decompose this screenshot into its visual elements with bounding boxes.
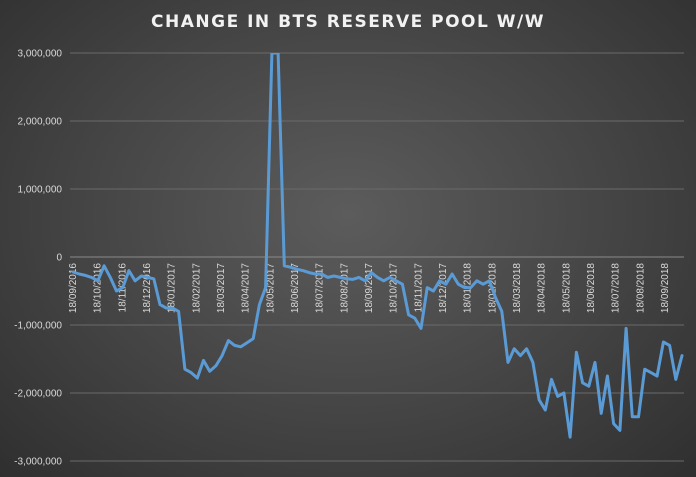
x-tick-label: 18/08/2018 bbox=[635, 263, 646, 313]
x-tick-label: 18/04/2017 bbox=[241, 263, 252, 313]
x-tick-label: 18/01/2017 bbox=[167, 263, 178, 313]
x-tick-label: 18/03/2017 bbox=[216, 263, 227, 313]
x-tick-label: 18/10/2017 bbox=[389, 263, 400, 313]
x-tick-label: 18/09/2017 bbox=[364, 263, 375, 313]
x-tick-label: 18/06/2018 bbox=[586, 263, 597, 313]
x-tick-label: 18/10/2016 bbox=[93, 263, 104, 313]
y-tick-label: 2,000,000 bbox=[18, 117, 63, 128]
y-tick-label: 0 bbox=[56, 253, 62, 264]
y-tick-label: -3,000,000 bbox=[14, 457, 62, 468]
x-tick-label: 18/08/2017 bbox=[339, 263, 350, 313]
x-tick-label: 18/11/2017 bbox=[413, 263, 424, 313]
x-tick-label: 18/12/2016 bbox=[142, 263, 153, 313]
x-tick-label: 18/07/2017 bbox=[315, 263, 326, 313]
x-tick-label: 18/06/2017 bbox=[290, 263, 301, 313]
y-tick-label: -2,000,000 bbox=[14, 389, 62, 400]
x-tick-label: 18/04/2018 bbox=[537, 263, 548, 313]
y-tick-label: 3,000,000 bbox=[18, 49, 63, 60]
x-tick-label: 18/09/2018 bbox=[660, 263, 671, 313]
series-line bbox=[71, 53, 684, 439]
x-tick-label: 18/09/2016 bbox=[68, 263, 79, 313]
chart-title: CHANGE IN BTS RESERVE POOL W/W bbox=[151, 12, 545, 32]
y-tick-label: -1,000,000 bbox=[14, 321, 62, 332]
x-tick-label: 18/07/2018 bbox=[611, 263, 622, 313]
x-tick-label: 18/05/2018 bbox=[561, 263, 572, 313]
x-tick-label: 18/03/2018 bbox=[512, 263, 523, 313]
x-tick-label: 18/02/2017 bbox=[191, 263, 202, 313]
x-tick-label: 18/12/2017 bbox=[438, 263, 449, 313]
x-tick-label: 18/05/2017 bbox=[265, 263, 276, 313]
y-tick-label: 1,000,000 bbox=[18, 185, 63, 196]
